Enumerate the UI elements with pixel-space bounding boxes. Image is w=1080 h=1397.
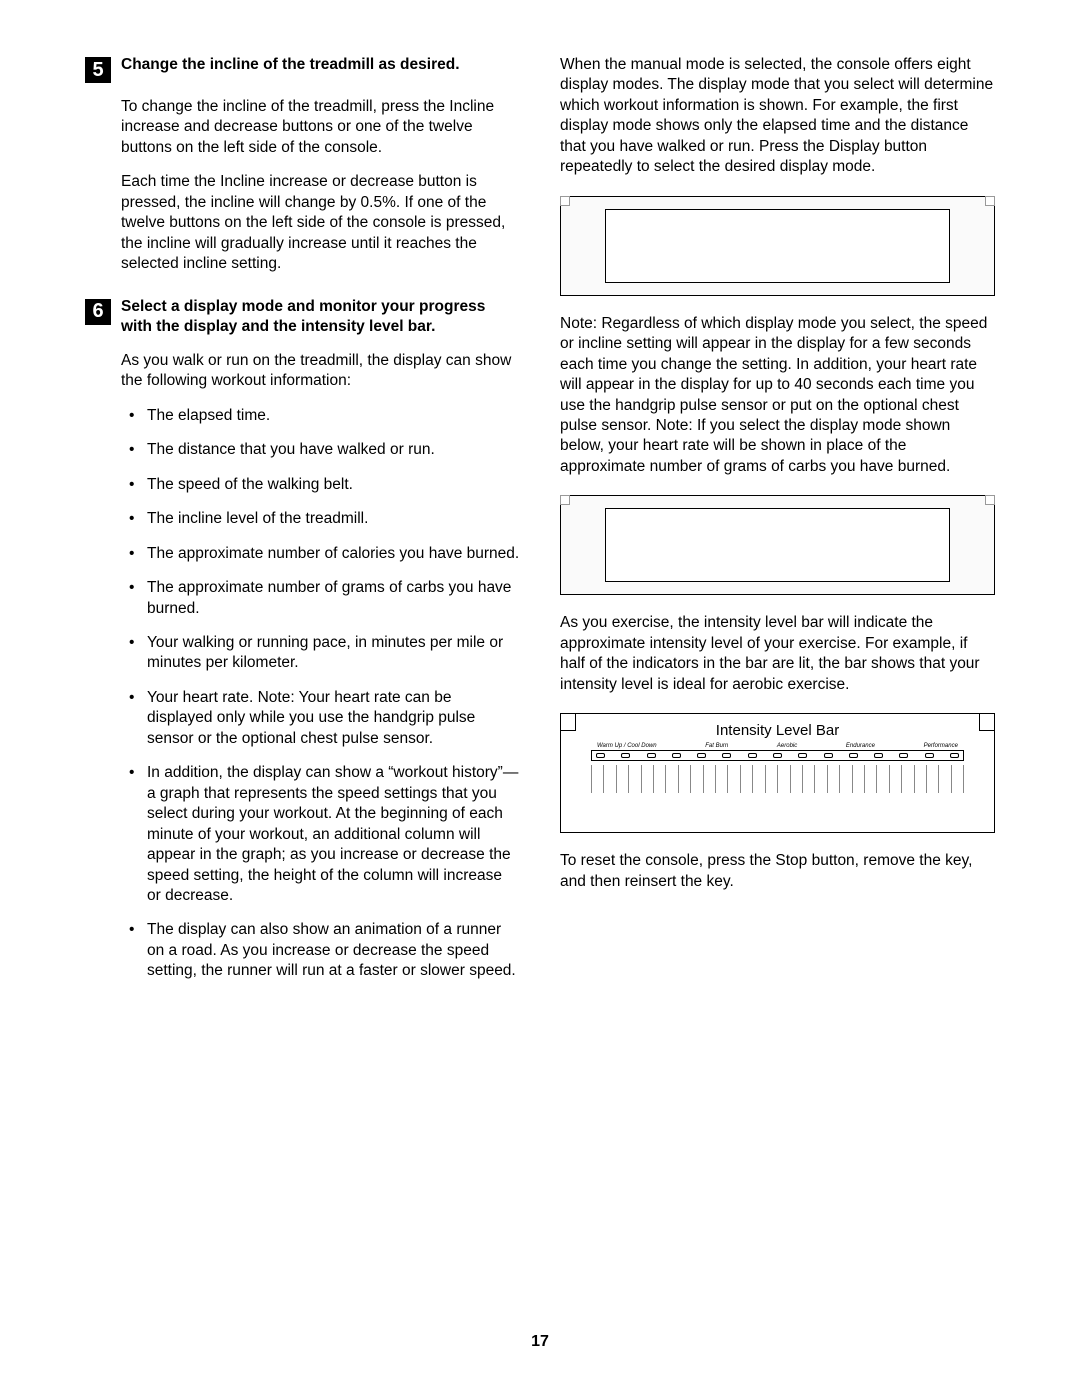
right-paragraph-1: When the manual mode is selected, the co… [560,55,995,178]
frame-corner [985,495,995,505]
tick [766,765,778,793]
list-item: The elapsed time. [121,406,520,426]
tick [679,765,691,793]
intensity-led [824,753,833,758]
tick [939,765,951,793]
zone-label: Fat Burn [705,743,728,749]
tick [791,765,803,793]
frame-corner [560,196,570,206]
intensity-led [925,753,934,758]
tick [716,765,728,793]
tick [927,765,939,793]
tick [741,765,753,793]
step6-intro: As you walk or run on the treadmill, the… [121,351,520,392]
frame-corner [560,713,576,731]
list-item: Your walking or running pace, in minutes… [121,633,520,674]
tick [952,765,964,793]
tick [629,765,641,793]
list-item: The approximate number of grams of carbs… [121,578,520,619]
list-item: In addition, the display can show a “wor… [121,763,520,906]
step-6-header: 6 Select a display mode and monitor your… [85,297,520,337]
tick [877,765,889,793]
intensity-led [748,753,757,758]
right-paragraph-3: As you exercise, the intensity level bar… [560,613,995,695]
tick [865,765,877,793]
tick [592,765,604,793]
tick [642,765,654,793]
right-paragraph-2: Note: Regardless of which display mode y… [560,314,995,478]
step-5-header: 5 Change the incline of the treadmill as… [85,55,520,83]
display-inner-screen [605,508,950,582]
step6-bullet-list: The elapsed time. The distance that you … [121,406,520,982]
zone-label: Aerobic [777,743,797,749]
step-number-5: 5 [85,57,111,83]
right-column: When the manual mode is selected, the co… [560,55,995,1004]
tick [753,765,765,793]
intensity-led [899,753,908,758]
tick [666,765,678,793]
intensity-led [950,753,959,758]
console-display-illustration-1 [560,196,995,296]
right-paragraph-4: To reset the console, press the Stop but… [560,851,995,892]
left-column: 5 Change the incline of the treadmill as… [85,55,520,1004]
list-item: Your heart rate. Note: Your heart rate c… [121,688,520,749]
list-item: The speed of the walking belt. [121,475,520,495]
step-number-6: 6 [85,299,111,325]
intensity-tick-row [591,765,964,793]
tick [704,765,716,793]
tick [840,765,852,793]
intensity-led [621,753,630,758]
list-item: The approximate number of calories you h… [121,544,520,564]
tick [915,765,927,793]
intensity-zone-labels: Warm Up / Cool Down Fat Burn Aerobic End… [591,743,964,749]
frame-corner [979,713,995,731]
two-column-layout: 5 Change the incline of the treadmill as… [85,55,995,1004]
intensity-led [722,753,731,758]
list-item: The display can also show an animation o… [121,920,520,981]
page-number: 17 [0,1333,1080,1351]
zone-label: Performance [924,743,958,749]
intensity-led [798,753,807,758]
intensity-led [647,753,656,758]
step-6-block: 6 Select a display mode and monitor your… [85,297,520,982]
intensity-bar-title: Intensity Level Bar [591,722,964,739]
intensity-led [672,753,681,758]
tick [617,765,629,793]
tick [853,765,865,793]
zone-label: Endurance [846,743,875,749]
tick [902,765,914,793]
intensity-led [773,753,782,758]
intensity-level-bar-illustration: Intensity Level Bar Warm Up / Cool Down … [560,713,995,833]
intensity-led [697,753,706,758]
intensity-led-row [591,750,964,761]
step-6-title: Select a display mode and monitor your p… [121,297,520,337]
tick [803,765,815,793]
tick [828,765,840,793]
list-item: The incline level of the treadmill. [121,509,520,529]
tick [728,765,740,793]
step5-paragraph-1: To change the incline of the treadmill, … [121,97,520,158]
step-5-block: 5 Change the incline of the treadmill as… [85,55,520,275]
frame-corner [985,196,995,206]
tick [654,765,666,793]
tick [778,765,790,793]
intensity-led [596,753,605,758]
console-display-illustration-2 [560,495,995,595]
tick [691,765,703,793]
list-item: The distance that you have walked or run… [121,440,520,460]
step-5-title: Change the incline of the treadmill as d… [121,55,460,75]
zone-label: Warm Up / Cool Down [597,743,657,749]
frame-corner [560,495,570,505]
step5-paragraph-2: Each time the Incline increase or decrea… [121,172,520,274]
tick [815,765,827,793]
tick [890,765,902,793]
intensity-led [874,753,883,758]
intensity-led [849,753,858,758]
tick [604,765,616,793]
display-inner-screen [605,209,950,283]
